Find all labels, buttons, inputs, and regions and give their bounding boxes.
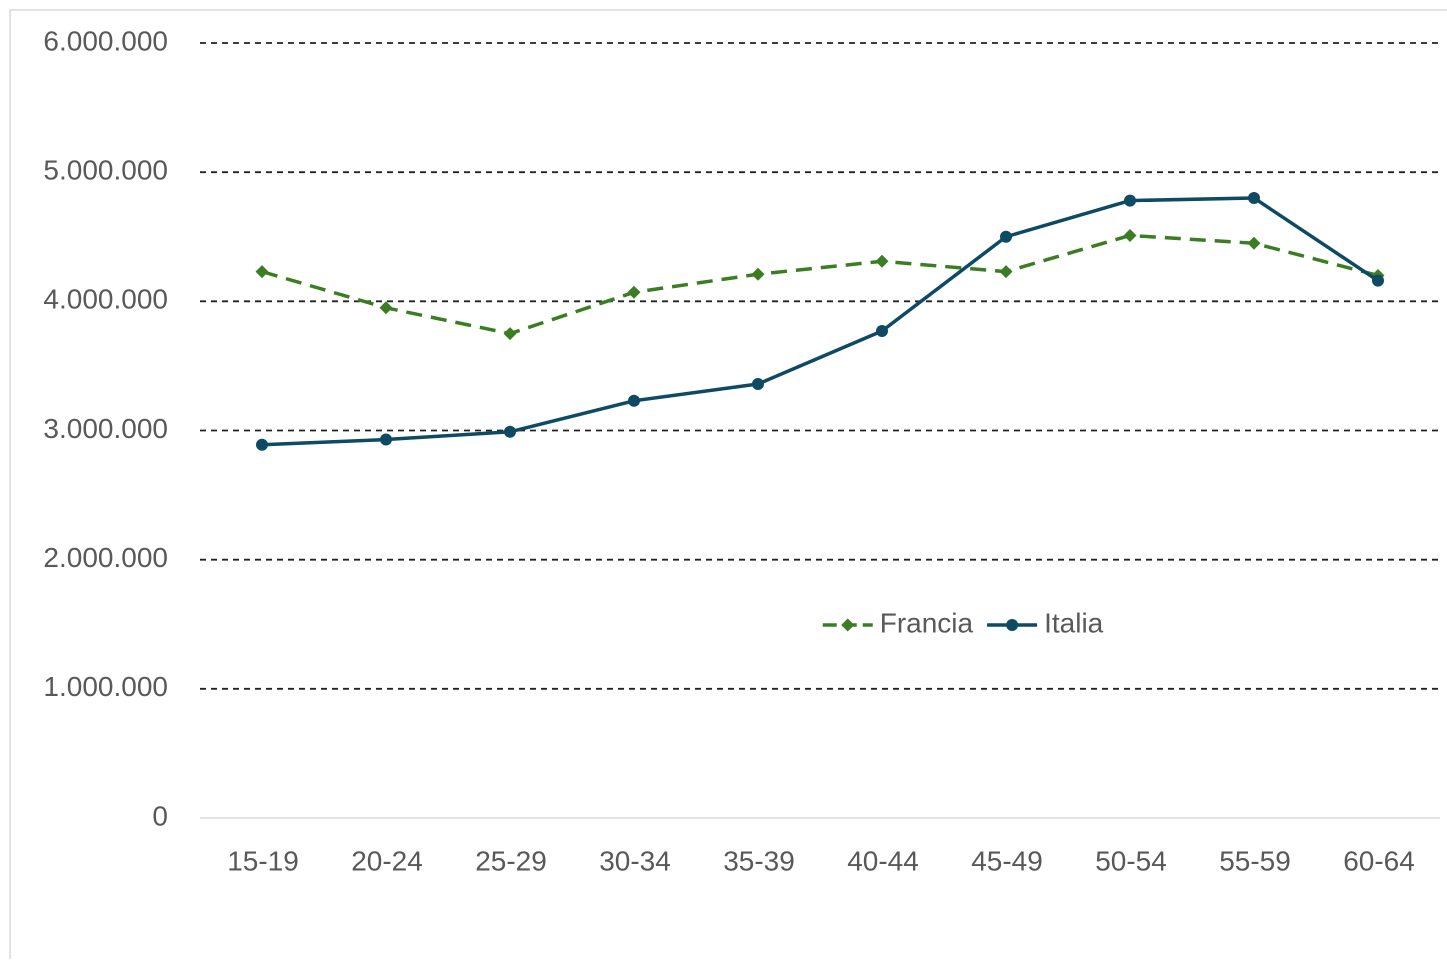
- x-tick-label: 60-64: [1343, 845, 1415, 876]
- data-point: [1372, 274, 1384, 287]
- data-point: [752, 378, 764, 390]
- data-point: [627, 285, 641, 299]
- data-point: [1124, 194, 1136, 207]
- data-point: [380, 433, 392, 446]
- y-tick-label: 1.000.000: [43, 671, 168, 702]
- data-point: [256, 438, 268, 451]
- legend: Francia Italia: [822, 607, 1104, 638]
- data-point: [1000, 230, 1012, 243]
- y-tick-label: 3.000.000: [43, 413, 168, 444]
- legend-marker: [841, 618, 855, 632]
- series-line: [261, 233, 1379, 336]
- data-point: [628, 394, 640, 407]
- data-point: [999, 265, 1013, 279]
- data-point: [876, 325, 888, 338]
- x-tick-label: 40-44: [847, 845, 919, 876]
- series-line: [261, 196, 1379, 447]
- data-point: [504, 425, 516, 438]
- data-point: [1248, 192, 1260, 204]
- legend-label: Italia: [1044, 607, 1104, 638]
- x-tick-label: 25-29: [475, 845, 547, 876]
- x-tick-label: 20-24: [351, 845, 423, 876]
- data-point: [379, 301, 393, 315]
- x-tick-label: 35-39: [723, 845, 795, 876]
- legend-marker: [1006, 619, 1019, 631]
- legend-item: Italia: [987, 607, 1104, 638]
- data-point: [751, 267, 765, 281]
- data-point: [1247, 236, 1261, 250]
- x-tick-label: 30-34: [599, 845, 671, 876]
- x-tick-label: 45-49: [971, 845, 1043, 876]
- y-tick-label: 0: [152, 800, 168, 831]
- x-tick-label: 50-54: [1095, 845, 1167, 876]
- y-tick-label: 4.000.000: [43, 284, 168, 315]
- data-point: [1123, 228, 1137, 242]
- data-point: [875, 254, 889, 268]
- y-tick-label: 5.000.000: [43, 155, 168, 186]
- y-tick-label: 6.000.000: [43, 25, 168, 56]
- x-tick-label: 55-59: [1219, 845, 1291, 876]
- y-tick-label: 2.000.000: [43, 542, 168, 573]
- x-tick-label: 15-19: [227, 845, 299, 876]
- chart-border: [9, 9, 1447, 964]
- data-point: [503, 327, 517, 341]
- legend-label: Francia: [880, 607, 974, 638]
- data-point: [255, 265, 269, 279]
- legend-item: Francia: [822, 607, 974, 638]
